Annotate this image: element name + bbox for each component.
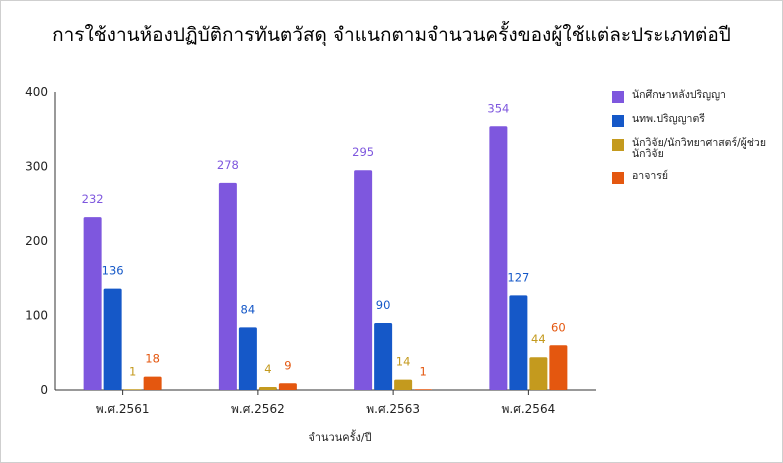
data-label: 14 (396, 355, 411, 369)
bar (258, 387, 277, 390)
data-label: 18 (145, 352, 160, 366)
data-label: 295 (352, 145, 374, 159)
data-label: 9 (284, 358, 291, 372)
data-label: 60 (551, 320, 566, 334)
x-tick-label: พ.ศ.2561 (96, 402, 150, 416)
bar (529, 357, 548, 390)
y-tick-label: 200 (25, 234, 48, 248)
legend-item: อาจารย์ (612, 171, 777, 184)
x-tick-label: พ.ศ.2562 (231, 402, 285, 416)
data-label: 90 (376, 298, 391, 312)
bar (218, 182, 237, 390)
data-label: 4 (264, 362, 271, 376)
legend-swatch (612, 115, 624, 127)
x-axis-title: จำนวนครั้ง/ปี (308, 431, 372, 444)
y-tick-label: 0 (40, 383, 48, 397)
legend-item: นักศึกษาหลังปริญญา (612, 90, 777, 103)
legend-swatch (612, 91, 624, 103)
bar (374, 322, 393, 390)
legend-swatch (612, 172, 624, 184)
y-tick-label: 400 (25, 85, 48, 99)
bar (143, 376, 162, 390)
bar (414, 389, 433, 390)
data-label: 1 (129, 364, 136, 378)
legend-item: นทพ.ปริญญาตรี (612, 114, 777, 127)
data-label: 136 (102, 264, 124, 278)
bar (509, 295, 528, 390)
legend-swatch (612, 139, 624, 151)
data-label: 1 (419, 364, 426, 378)
y-tick-label: 300 (25, 160, 48, 174)
data-label: 127 (507, 270, 529, 284)
data-label: 84 (241, 302, 256, 316)
data-label: 278 (217, 158, 239, 172)
x-tick-label: พ.ศ.2564 (502, 402, 556, 416)
bar (238, 327, 257, 390)
chart-title: การใช้งานห้องปฏิบัติการทันตวัสดุ จำแนกตา… (52, 24, 731, 46)
bar (489, 126, 508, 391)
bar (278, 383, 297, 390)
bar (83, 217, 102, 390)
bar (394, 379, 413, 390)
legend-label: นทพ.ปริญญาตรี (632, 113, 705, 125)
bar (103, 288, 122, 390)
legend-label: นักศึกษาหลังปริญญา (632, 89, 726, 101)
y-tick-label: 100 (25, 309, 48, 323)
bar (354, 170, 373, 390)
legend-label: นักวิจัย/นักวิทยาศาสตร์/ผู้ช่วยนักวิจัย (632, 137, 766, 160)
data-label: 232 (82, 192, 104, 206)
bar (123, 389, 142, 390)
x-tick-label: พ.ศ.2563 (366, 402, 420, 416)
data-label: 354 (487, 101, 509, 115)
data-label: 44 (531, 332, 546, 346)
legend-item: นักวิจัย/นักวิทยาศาสตร์/ผู้ช่วยนักวิจัย (612, 138, 777, 160)
bar-chart: 0 100 200 300 400 พ.ศ.2561 232 136 1 18 พ.ศ.2562 27… (25, 85, 596, 416)
bar (549, 345, 568, 390)
legend-label: อาจารย์ (632, 170, 669, 182)
legend: นักศึกษาหลังปริญญา นทพ.ปริญญาตรี นักวิจั… (612, 90, 777, 195)
